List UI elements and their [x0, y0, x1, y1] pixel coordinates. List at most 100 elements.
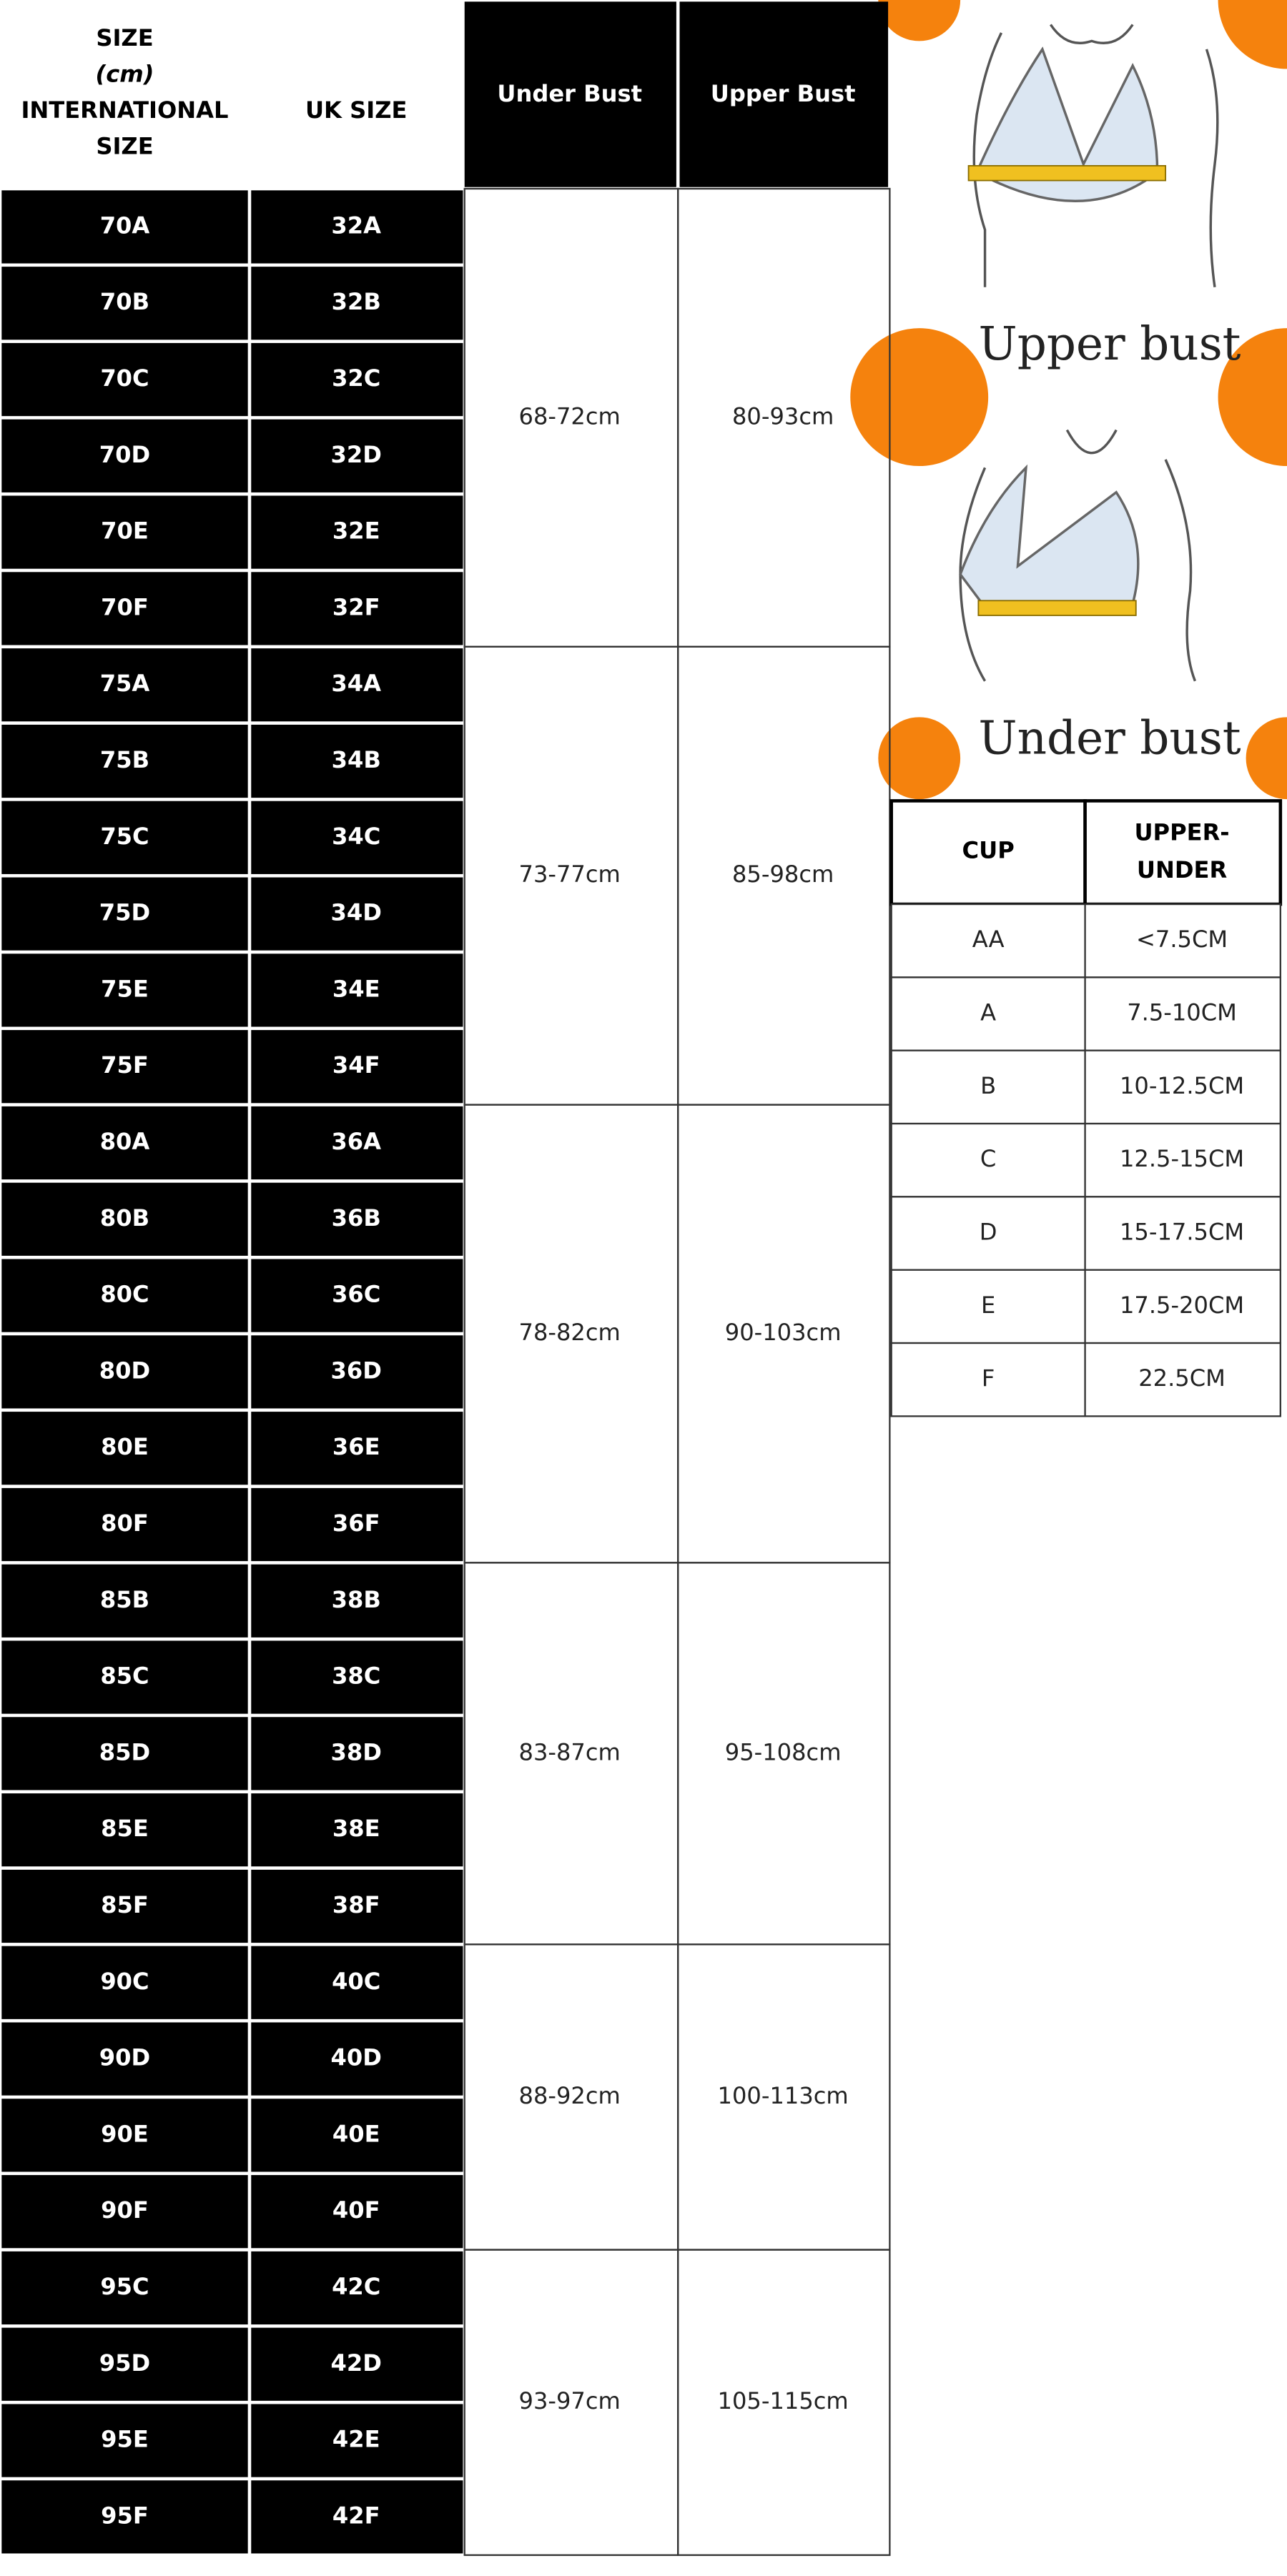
- size-cell: [1, 2327, 248, 2401]
- size-cell: [1, 2099, 248, 2172]
- uk-size: 42F: [332, 2502, 380, 2529]
- intl-size: 75C: [100, 823, 149, 850]
- size-cell: [1, 724, 248, 798]
- uk-size: 36E: [332, 1433, 380, 1460]
- size-cell: [251, 190, 463, 264]
- size-cell: [1, 1793, 248, 1867]
- size-cell: [1, 2480, 248, 2554]
- upper-bust: 80-93cm: [732, 402, 834, 430]
- intl-size: 90C: [100, 1968, 149, 1995]
- size-cell: [1, 2404, 248, 2477]
- under-bust: 83-87cm: [519, 1738, 621, 1765]
- upper-bust: 100-113cm: [718, 2082, 849, 2109]
- upper-header: Upper Bust: [711, 80, 856, 107]
- uk-size: 34F: [332, 1051, 380, 1079]
- uk-header: UK SIZE: [305, 96, 408, 124]
- under-bust: 73-77cm: [519, 861, 621, 888]
- uk-size: 34B: [332, 746, 381, 773]
- size-cell: [251, 724, 463, 798]
- uk-size: 38E: [332, 1815, 380, 1842]
- cup: F: [982, 1364, 995, 1392]
- size-cell: [251, 267, 463, 340]
- intl-size: 75D: [99, 899, 150, 926]
- intl-size: 70D: [99, 441, 150, 468]
- size-cell: [251, 1717, 463, 1790]
- size-cell: [251, 572, 463, 645]
- size-cell: [251, 648, 463, 722]
- cup-cell: [890, 976, 1086, 1051]
- uk-size: 34E: [332, 975, 380, 1002]
- size-cell: [251, 1182, 463, 1256]
- size-cell: [1, 2022, 248, 2096]
- size-cell: [1, 267, 248, 340]
- cup-cell: [1084, 903, 1281, 979]
- uk-size: 32D: [331, 441, 382, 468]
- size-cell: [1, 1564, 248, 1638]
- diff-header: UPPER-: [1134, 818, 1229, 846]
- size-cell: [251, 2175, 463, 2249]
- size-cell: [251, 1412, 463, 1485]
- intl-size: 70C: [100, 365, 149, 392]
- uk-size: 36B: [332, 1204, 381, 1232]
- size-cell: [251, 2480, 463, 2554]
- cup-cell: [890, 1122, 1086, 1198]
- size-cell: [251, 1030, 463, 1104]
- cup-diff: <7.5CM: [1136, 926, 1228, 953]
- size-cell: [1, 495, 248, 569]
- size-cell: [251, 1487, 463, 1562]
- intl-size: 85B: [100, 1586, 149, 1613]
- intl-size: 80F: [101, 1510, 149, 1537]
- size-cell: [1, 1335, 248, 1409]
- size-cell: [251, 2099, 463, 2172]
- size-cell: [251, 1106, 463, 1180]
- intl-size: 80E: [101, 1433, 149, 1460]
- uk-size: 36D: [331, 1357, 382, 1384]
- uk-size: 34D: [331, 899, 382, 926]
- illustration-label: Under bust: [978, 711, 1241, 765]
- cup-header-cell: [1083, 799, 1283, 906]
- size-cell: [251, 342, 463, 417]
- size-header: SIZE: [96, 133, 153, 160]
- size-cell: [1, 1106, 248, 1180]
- under-bust: 68-72cm: [519, 402, 621, 430]
- size-cell: [1, 1717, 248, 1790]
- size-cell: [1, 419, 248, 492]
- size-cell: [1, 1259, 248, 1332]
- intl-size: 85C: [100, 1663, 149, 1690]
- size-cell: [251, 1564, 463, 1638]
- uk-size: 36A: [331, 1128, 381, 1155]
- intl-size: 75E: [101, 975, 149, 1002]
- under-bust: 78-82cm: [519, 1319, 621, 1346]
- uk-size: 36F: [332, 1510, 380, 1537]
- size-cell: [251, 1946, 463, 2019]
- intl-size: 70E: [101, 517, 149, 545]
- uk-size: 42E: [332, 2426, 380, 2453]
- illustration-upper: [850, 0, 1287, 467]
- upper-bust: 85-98cm: [732, 861, 834, 888]
- uk-size: 32B: [332, 288, 381, 315]
- intl-size: 95C: [100, 2273, 149, 2300]
- size-cell: [1, 1030, 248, 1104]
- cup-diff: 17.5-20CM: [1120, 1292, 1244, 1319]
- header-cell: [464, 1, 676, 187]
- uk-size: 32F: [332, 593, 380, 620]
- cup: AA: [972, 926, 1005, 953]
- uk-size: 40F: [332, 2196, 380, 2224]
- size-cell: [1, 1412, 248, 1485]
- cup: C: [980, 1145, 996, 1172]
- size-cell: [1, 2175, 248, 2249]
- group-cell: [677, 2249, 891, 2556]
- size-cell: [1, 953, 248, 1027]
- size-cell: [251, 1640, 463, 1714]
- uk-size: 38D: [331, 1738, 382, 1765]
- intl-size: 80D: [99, 1357, 150, 1384]
- size-header: INTERNATIONAL: [21, 96, 228, 124]
- intl-size: 95D: [99, 2349, 150, 2377]
- intl-size: 95F: [101, 2502, 149, 2529]
- intl-size: 75B: [100, 746, 149, 773]
- size-cell: [251, 1259, 463, 1332]
- cup-cell: [1084, 1342, 1281, 1417]
- size-cell: [251, 2022, 463, 2096]
